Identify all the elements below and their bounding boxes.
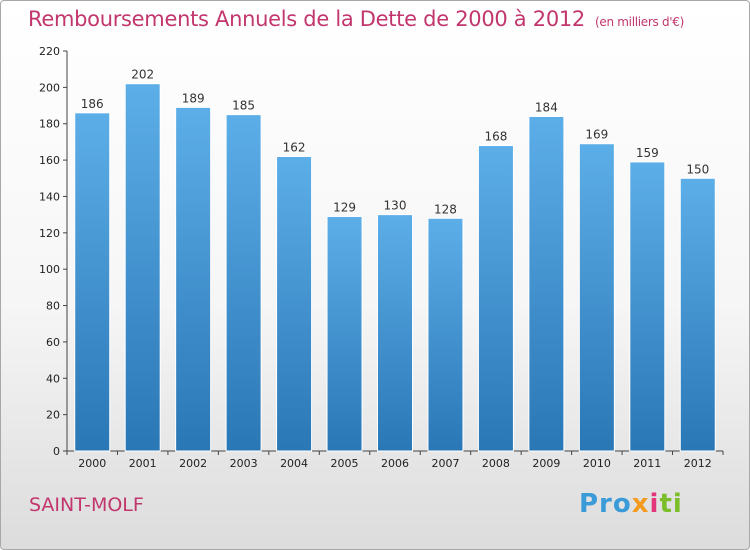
data-label: 185	[232, 99, 255, 113]
y-tick-label: 220	[39, 45, 60, 58]
logo-part: x	[631, 489, 650, 519]
data-label: 128	[434, 202, 457, 216]
chart-title: Remboursements Annuels de la Dette de 20…	[28, 7, 684, 31]
chart-title-text: Remboursements Annuels de la Dette de 20…	[28, 7, 585, 31]
y-tick-label: 160	[39, 154, 60, 167]
bar	[225, 114, 262, 452]
y-tick-label: 60	[46, 336, 60, 349]
data-label: 150	[686, 162, 709, 176]
y-tick-label: 120	[39, 227, 60, 240]
data-label: 130	[384, 199, 407, 213]
x-tick-label: 2009	[532, 457, 560, 470]
y-tick-label: 40	[46, 372, 60, 385]
data-label: 184	[535, 100, 558, 114]
commune-name: SAINT-MOLF	[29, 494, 144, 516]
y-tick-label: 100	[39, 263, 60, 276]
data-label: 159	[636, 146, 659, 160]
bar	[427, 217, 464, 452]
bar	[477, 145, 514, 452]
bar	[578, 143, 615, 452]
data-label: 169	[585, 128, 608, 142]
y-tick-label: 80	[46, 300, 60, 313]
logo-part: i	[649, 489, 660, 519]
x-tick-label: 2004	[280, 457, 308, 470]
bar	[74, 112, 111, 452]
chart-unit: (en milliers d'€)	[595, 15, 685, 29]
bar	[124, 83, 161, 452]
bar	[276, 155, 313, 452]
x-tick-label: 2012	[684, 457, 712, 470]
x-tick-label: 2007	[431, 457, 459, 470]
bar	[679, 177, 716, 452]
proxiti-logo: Proxiti	[579, 489, 683, 519]
bar	[528, 115, 565, 452]
data-label: 129	[333, 200, 356, 214]
data-label: 186	[81, 97, 104, 111]
bar	[175, 106, 212, 452]
x-tick-label: 2001	[129, 457, 157, 470]
x-tick-label: 2005	[331, 457, 359, 470]
logo-part: Pro	[579, 489, 632, 519]
y-tick-label: 0	[53, 445, 60, 458]
bar	[629, 161, 666, 452]
y-tick-label: 180	[39, 118, 60, 131]
x-tick-label: 2003	[230, 457, 258, 470]
logo-part: ti	[659, 489, 683, 519]
x-tick-label: 2011	[633, 457, 661, 470]
bar	[326, 215, 363, 452]
y-tick-label: 140	[39, 190, 60, 203]
data-label: 168	[484, 130, 507, 144]
data-label: 202	[131, 68, 154, 82]
data-label: 189	[182, 91, 205, 105]
y-tick-label: 20	[46, 409, 60, 422]
x-tick-label: 2006	[381, 457, 409, 470]
data-label: 162	[283, 140, 306, 154]
x-tick-label: 2010	[583, 457, 611, 470]
x-tick-label: 2002	[179, 457, 207, 470]
y-tick-label: 200	[39, 81, 60, 94]
x-tick-label: 2000	[78, 457, 106, 470]
x-tick-label: 2008	[482, 457, 510, 470]
bar	[377, 214, 413, 452]
